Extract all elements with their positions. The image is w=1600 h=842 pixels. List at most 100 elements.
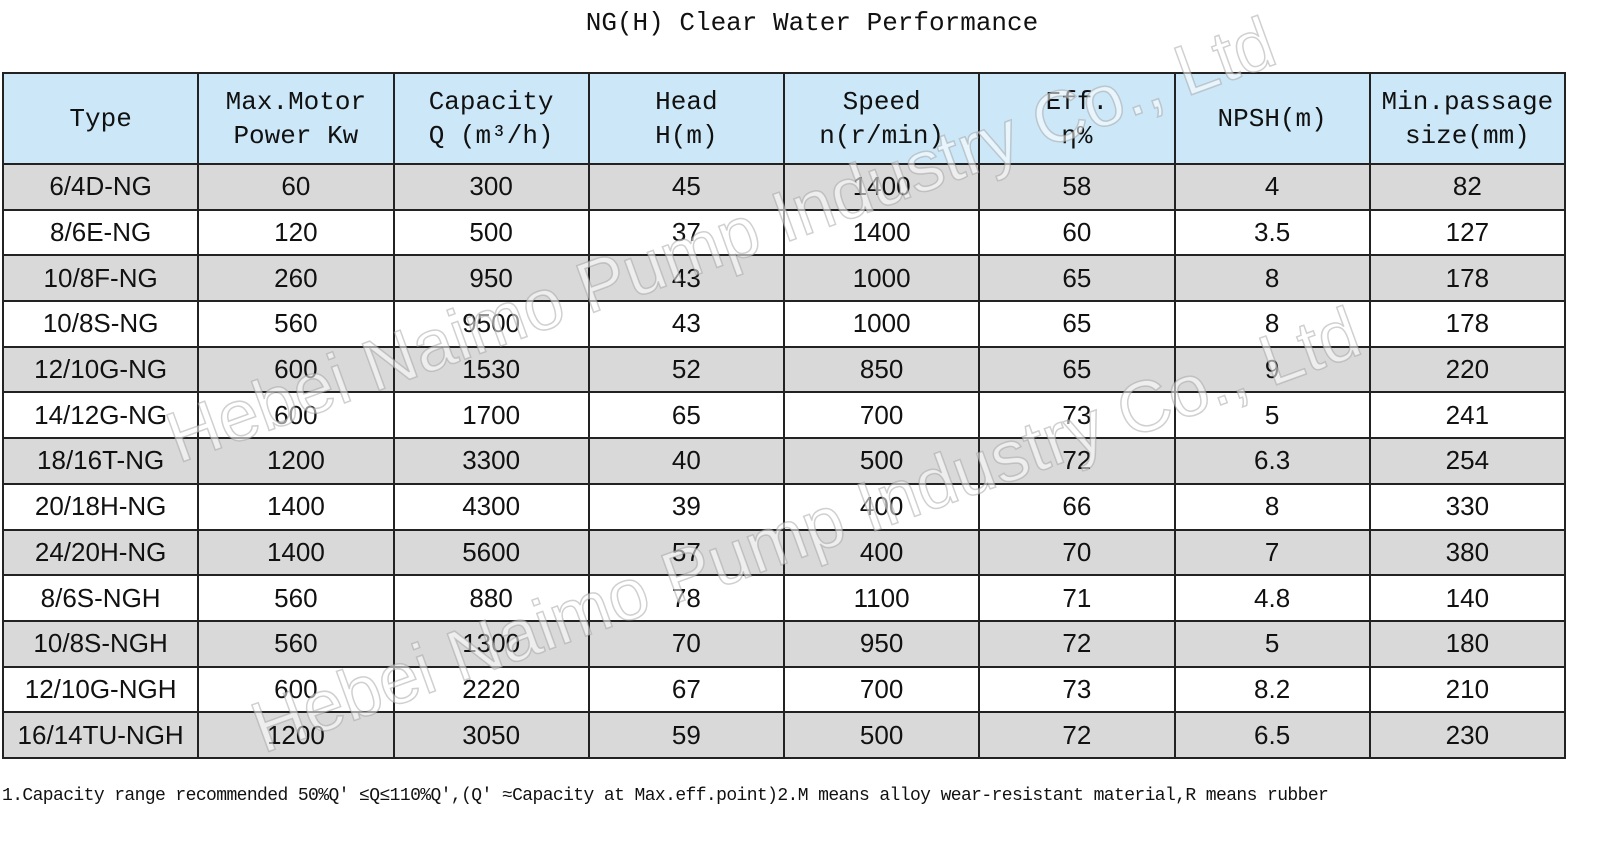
table-cell: 1400 [782, 163, 981, 211]
table-cell: 1400 [197, 482, 395, 531]
table-row: 8/6S-NGH 560 880 78 1100 71 4.8 140 [1, 574, 1567, 622]
table-cell: 65 [978, 300, 1176, 348]
header-cell: Max.Motor Power Kw [197, 72, 395, 165]
table-cell: 230 [1368, 711, 1567, 759]
table-cell: 7 [1173, 528, 1371, 577]
table-cell: 8/6S-NGH [1, 574, 200, 622]
table-cell: 18/16T-NG [1, 437, 200, 485]
table-body: 6/4D-NG 60 300 45 1400 58 4 82 8/6E-NG 120 500 37 14… [1, 163, 1567, 759]
table-cell: 500 [392, 208, 590, 257]
table-cell: 70 [587, 619, 786, 668]
table-cell: 560 [197, 619, 395, 668]
table-cell: 4300 [392, 482, 590, 531]
header-cell: Eff. η% [978, 72, 1176, 165]
table-row: 16/14TU-NGH 1200 3050 59 500 72 6.5 230 [1, 711, 1567, 759]
table-cell: 950 [782, 619, 981, 668]
table-cell: 9500 [392, 300, 590, 348]
table-cell: 6.5 [1173, 711, 1371, 759]
table-cell: 4.8 [1173, 574, 1371, 622]
table-cell: 700 [782, 391, 981, 440]
table-row: 24/20H-NG 1400 5600 57 400 70 7 380 [1, 528, 1567, 577]
table-cell: 600 [197, 665, 395, 714]
table-cell: 400 [782, 482, 981, 531]
header-cell: Min.passage size(mm) [1368, 72, 1567, 165]
table-cell: 330 [1368, 482, 1567, 531]
table-cell: 4 [1173, 163, 1371, 211]
header-line: H(m) [655, 120, 718, 151]
table-cell: 1000 [782, 300, 981, 348]
header-line: Power Kw [233, 120, 359, 151]
table-cell: 1200 [197, 437, 395, 485]
table-cell: 5 [1173, 619, 1371, 668]
header-line: size(mm) [1404, 120, 1530, 151]
table-cell: 950 [392, 254, 590, 303]
table-cell: 60 [978, 208, 1176, 257]
table-cell: 1000 [782, 254, 981, 303]
table-cell: 850 [782, 345, 981, 394]
table-cell: 16/14TU-NGH [1, 711, 200, 759]
table-cell: 8 [1173, 482, 1371, 531]
table-cell: 6/4D-NG [1, 163, 200, 211]
table-cell: 59 [587, 711, 786, 759]
table-cell: 58 [978, 163, 1176, 211]
table-cell: 57 [587, 528, 786, 577]
header-line: Min.passage [1381, 86, 1554, 117]
table-cell: 73 [978, 391, 1176, 440]
table-cell: 52 [587, 345, 786, 394]
table-cell: 9 [1173, 345, 1371, 394]
table-cell: 43 [587, 300, 786, 348]
table-cell: 8.2 [1173, 665, 1371, 714]
table-cell: 43 [587, 254, 786, 303]
table-cell: 72 [978, 711, 1176, 759]
header-line: Type [69, 103, 132, 134]
table-row: 8/6E-NG 120 500 37 1400 60 3.5 127 [1, 208, 1567, 257]
table-cell: 3300 [392, 437, 590, 485]
table-cell: 20/18H-NG [1, 482, 200, 531]
footnote: 1.Capacity range recommended 50%Q′ ≤Q≤11… [2, 786, 1329, 806]
table-cell: 37 [587, 208, 786, 257]
table-cell: 5600 [392, 528, 590, 577]
table-cell: 500 [782, 437, 981, 485]
header-line: Max.Motor [225, 86, 367, 117]
table-cell: 127 [1368, 208, 1567, 257]
table-cell: 178 [1368, 254, 1567, 303]
header-line: Capacity [428, 86, 554, 117]
table-cell: 45 [587, 163, 786, 211]
table-cell: 39 [587, 482, 786, 531]
table-cell: 241 [1368, 391, 1567, 440]
table-row: 12/10G-NGH 600 2220 67 700 73 8.2 210 [1, 665, 1567, 714]
table-row: 14/12G-NG 600 1700 65 700 73 5 241 [1, 391, 1567, 440]
table-cell: 10/8S-NGH [1, 619, 200, 668]
table-cell: 10/8S-NG [1, 300, 200, 348]
table-cell: 880 [392, 574, 590, 622]
table-cell: 67 [587, 665, 786, 714]
table-cell: 3050 [392, 711, 590, 759]
table-cell: 210 [1368, 665, 1567, 714]
table-cell: 12/10G-NGH [1, 665, 200, 714]
table-row: 10/8S-NGH 560 1300 70 950 72 5 180 [1, 619, 1567, 668]
table-cell: 70 [978, 528, 1176, 577]
table-cell: 178 [1368, 300, 1567, 348]
table-cell: 10/8F-NG [1, 254, 200, 303]
table-cell: 66 [978, 482, 1176, 531]
table-cell: 260 [197, 254, 395, 303]
table-cell: 1100 [782, 574, 981, 622]
table-cell: 24/20H-NG [1, 528, 200, 577]
table-cell: 65 [978, 345, 1176, 394]
header-line: Speed [842, 86, 921, 117]
header-line: NPSH(m) [1217, 103, 1327, 134]
table-cell: 1200 [197, 711, 395, 759]
header-line: Q (m³/h) [428, 120, 554, 151]
table-cell: 1700 [392, 391, 590, 440]
table-cell: 120 [197, 208, 395, 257]
table-cell: 1400 [197, 528, 395, 577]
header-cell: Head H(m) [587, 72, 786, 165]
table-cell: 600 [197, 345, 395, 394]
table-cell: 380 [1368, 528, 1567, 577]
table-cell: 1530 [392, 345, 590, 394]
table-cell: 560 [197, 574, 395, 622]
table-cell: 82 [1368, 163, 1567, 211]
table-row: 20/18H-NG 1400 4300 39 400 66 8 330 [1, 482, 1567, 531]
header-line: Head [655, 86, 718, 117]
